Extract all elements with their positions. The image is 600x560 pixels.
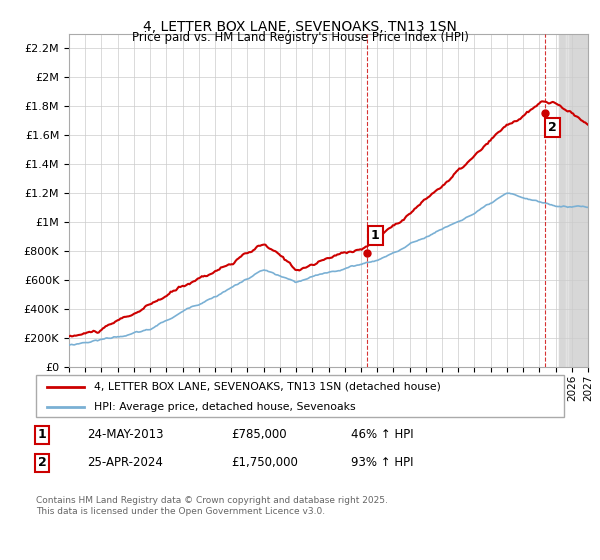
- Text: 2: 2: [38, 456, 46, 469]
- Bar: [582, 34, 583, 367]
- Text: 2: 2: [548, 122, 557, 134]
- Bar: [590, 34, 591, 367]
- Bar: [566, 34, 568, 367]
- Bar: [584, 34, 585, 367]
- Text: 24-MAY-2013: 24-MAY-2013: [87, 428, 163, 441]
- Bar: [561, 34, 562, 367]
- Bar: [580, 34, 581, 367]
- Text: 4, LETTER BOX LANE, SEVENOAKS, TN13 1SN (detached house): 4, LETTER BOX LANE, SEVENOAKS, TN13 1SN …: [94, 382, 441, 392]
- Text: 93% ↑ HPI: 93% ↑ HPI: [351, 456, 413, 469]
- Text: 25-APR-2024: 25-APR-2024: [87, 456, 163, 469]
- Bar: [592, 34, 593, 367]
- Bar: [594, 34, 595, 367]
- Text: 4, LETTER BOX LANE, SEVENOAKS, TN13 1SN: 4, LETTER BOX LANE, SEVENOAKS, TN13 1SN: [143, 20, 457, 34]
- Text: £1,750,000: £1,750,000: [231, 456, 298, 469]
- Bar: [574, 34, 575, 367]
- Text: Price paid vs. HM Land Registry's House Price Index (HPI): Price paid vs. HM Land Registry's House …: [131, 31, 469, 44]
- Bar: [559, 34, 560, 367]
- Text: 1: 1: [38, 428, 46, 441]
- Bar: [578, 34, 579, 367]
- Bar: [572, 34, 573, 367]
- Text: HPI: Average price, detached house, Sevenoaks: HPI: Average price, detached house, Seve…: [94, 402, 356, 412]
- Text: £785,000: £785,000: [231, 428, 287, 441]
- Bar: [586, 34, 587, 367]
- Text: Contains HM Land Registry data © Crown copyright and database right 2025.
This d: Contains HM Land Registry data © Crown c…: [36, 496, 388, 516]
- Bar: [559, 34, 588, 367]
- Bar: [588, 34, 589, 367]
- Text: 1: 1: [371, 229, 380, 242]
- Text: 46% ↑ HPI: 46% ↑ HPI: [351, 428, 413, 441]
- FancyBboxPatch shape: [36, 375, 564, 417]
